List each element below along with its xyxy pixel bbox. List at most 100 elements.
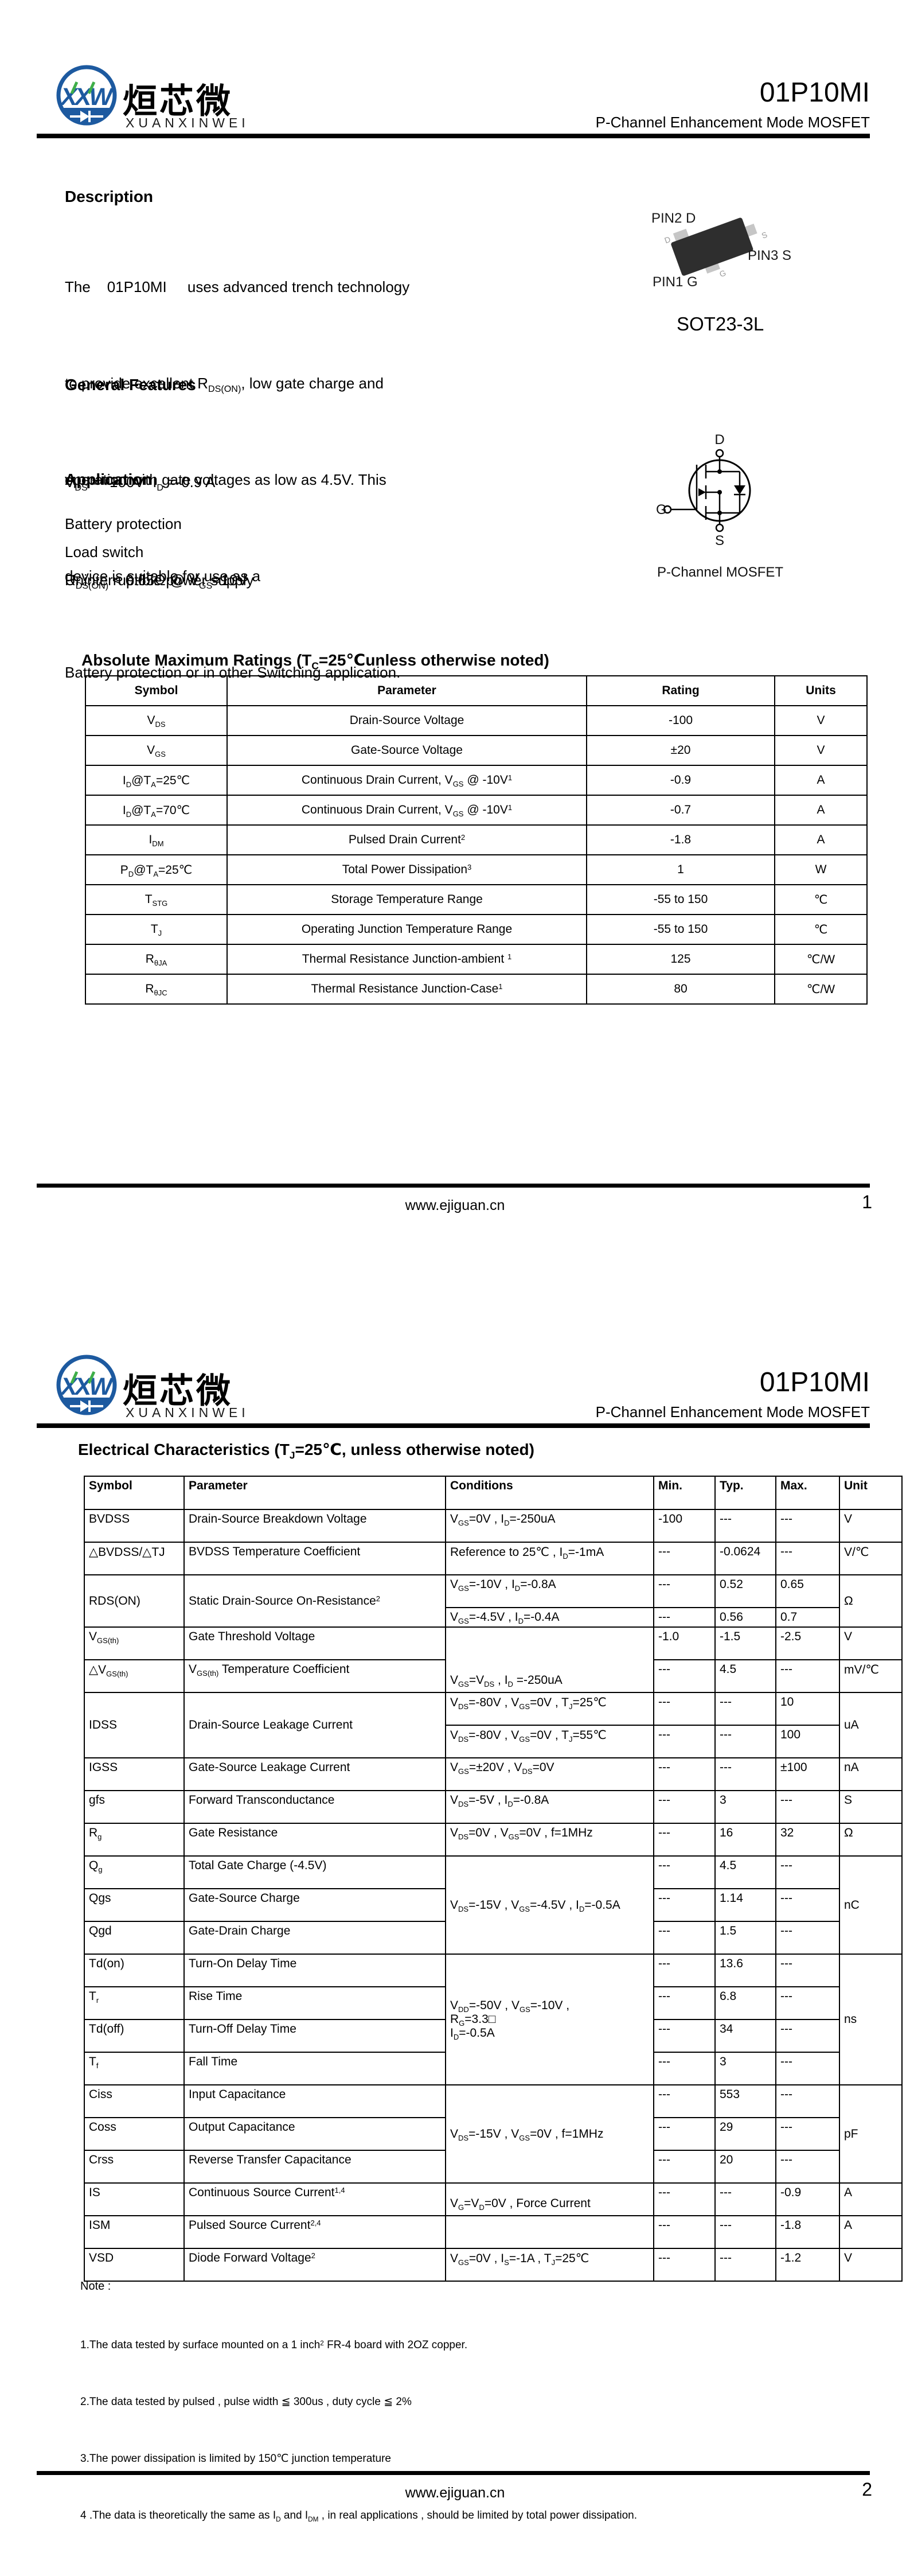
diode-icon bbox=[80, 111, 89, 122]
table-header-row: Symbol Parameter Conditions Min. Typ. Max. Uni… bbox=[84, 1476, 903, 1510]
column-header: Parameter bbox=[183, 1476, 446, 1510]
table-row: RθJA Thermal Resistance Junction-ambient … bbox=[85, 944, 868, 975]
table-cell: pF bbox=[839, 2084, 903, 2184]
table-row: TJ Operating Junction Temperature Range -5… bbox=[85, 914, 868, 945]
table-cell: 13.6 bbox=[714, 1954, 776, 1987]
column-header: Symbol bbox=[84, 1476, 185, 1510]
table-cell: --- bbox=[653, 1725, 716, 1758]
table-cell: 80 bbox=[586, 974, 775, 1005]
pin-s-letter: S bbox=[760, 230, 768, 240]
table-cell: Continuous Drain Current, VGS @ -10V1 bbox=[226, 795, 587, 826]
table-cell: --- bbox=[775, 1986, 840, 2020]
mosfet-symbol-icon: D G S bbox=[656, 432, 751, 548]
table-cell: TSTG bbox=[85, 884, 228, 915]
table-cell: --- bbox=[714, 1692, 776, 1726]
table-cell: A bbox=[774, 765, 868, 796]
column-header: Min. bbox=[653, 1476, 716, 1510]
table-cell: 3 bbox=[714, 1790, 776, 1824]
table-cell: Thermal Resistance Junction-Case1 bbox=[226, 974, 587, 1005]
table-cell: Reverse Transfer Capacitance bbox=[183, 2150, 446, 2184]
note-item: 4 .The data is theoretically the same as… bbox=[80, 2509, 638, 2523]
table-cell: --- bbox=[775, 1954, 840, 1987]
table-cell: ns bbox=[839, 1954, 903, 2085]
table-cell: A bbox=[774, 824, 868, 855]
footer-rule bbox=[37, 2471, 870, 2475]
table-cell: Qg bbox=[84, 1855, 185, 1889]
column-header: Typ. bbox=[714, 1476, 776, 1510]
table-cell: -0.9 bbox=[775, 2182, 840, 2216]
table-cell: -2.5 bbox=[775, 1626, 840, 1660]
table-cell: 0.7 bbox=[775, 1607, 840, 1628]
footer-url: www.ejiguan.cn bbox=[405, 1197, 505, 1213]
table-row: BVDSS Drain-Source Breakdown Voltage VGS=0… bbox=[84, 1509, 903, 1543]
table-row: TSTG Storage Temperature Range -55 to 150 ℃ bbox=[85, 884, 868, 915]
table-cell: 553 bbox=[714, 2084, 776, 2118]
table-cell: Drain-Source Voltage bbox=[226, 705, 587, 736]
table-cell: 20 bbox=[714, 2150, 776, 2184]
table-cell: 4.5 bbox=[714, 1855, 776, 1889]
table-row: gfs Forward Transconductance VDS=-5V , ID=… bbox=[84, 1790, 903, 1824]
table-cell: Storage Temperature Range bbox=[226, 884, 587, 915]
page1-footer: www.ejiguan.cn 1 bbox=[0, 1184, 910, 1235]
table-cell: -55 to 150 bbox=[586, 884, 775, 915]
logo-acronym: XXW bbox=[60, 1373, 114, 1400]
pin-g-letter: G bbox=[718, 268, 727, 279]
table-cell: VSD bbox=[84, 2248, 185, 2282]
table-cell: 10 bbox=[775, 1692, 840, 1726]
table-cell: --- bbox=[714, 2248, 776, 2282]
table-row: Qg Total Gate Charge (-4.5V) VDS=-15V , VG… bbox=[84, 1855, 903, 1955]
table-cell: A bbox=[839, 2215, 903, 2249]
header-rule bbox=[37, 1423, 870, 1428]
page2-header: XXW 烜芯微 XUANXINWEI 01P10MI P-Channel Enh… bbox=[0, 1290, 910, 1433]
table-cell: ±20 bbox=[586, 735, 775, 766]
column-header: Units bbox=[774, 675, 868, 706]
table-cell: VDD=-50V , VGS=-10V , RG=3.3□ ID=-0.5A bbox=[445, 1954, 654, 2085]
table-cell: --- bbox=[653, 2150, 716, 2184]
description-line: to provide excellent RDS(ON), low gate c… bbox=[65, 375, 384, 395]
table-cell: V bbox=[774, 705, 868, 736]
table-cell: --- bbox=[775, 2052, 840, 2085]
table-cell: --- bbox=[653, 1823, 716, 1857]
table-cell: --- bbox=[653, 1757, 716, 1791]
logo-acronym: XXW bbox=[60, 83, 114, 111]
description-line: The 01P10MI uses advanced trench technol… bbox=[65, 278, 410, 295]
table-cell: nC bbox=[839, 1855, 903, 1955]
table-cell: -1.0 bbox=[653, 1626, 716, 1660]
table-cell: Pulsed Source Current2,4 bbox=[183, 2215, 446, 2249]
table-cell: gfs bbox=[84, 1790, 185, 1824]
description-paragraph: The 01P10MI uses advanced trench technol… bbox=[65, 207, 409, 753]
table-cell: uA bbox=[839, 1692, 903, 1758]
table-cell: Ciss bbox=[84, 2084, 185, 2118]
table-row: Crss Reverse Transfer Capacitance --- 20 --- bbox=[84, 2150, 902, 2184]
table-cell: -100 bbox=[586, 705, 775, 736]
table-cell: VDS=-15V , VGS=-4.5V , ID=-0.5A bbox=[445, 1855, 654, 1955]
brand-chinese-name: 烜芯微 bbox=[123, 1371, 233, 1411]
table-cell: RθJC bbox=[85, 974, 228, 1005]
table-cell: --- bbox=[714, 2215, 776, 2249]
table-cell: --- bbox=[653, 2215, 716, 2249]
note-item: 1.The data tested by surface mounted on … bbox=[80, 2339, 468, 2351]
table-cell: --- bbox=[775, 1542, 840, 1575]
table-cell: Tf bbox=[84, 2052, 185, 2085]
table-cell: VGS=-10V , ID=-0.8A bbox=[445, 1574, 654, 1608]
table-row: ID@TA=25℃ Continuous Drain Current, VGS @… bbox=[85, 765, 868, 796]
table-row: RDS(ON) Static Drain-Source On-Resistance… bbox=[84, 1574, 903, 1628]
page-number: 1 bbox=[862, 1192, 872, 1212]
table-cell: ID@TA=70℃ bbox=[85, 795, 228, 826]
application-list: Battery protection Load switch Uninterru… bbox=[65, 510, 254, 594]
table-cell: ISM bbox=[84, 2215, 185, 2249]
description-line: device is suitable for use as a bbox=[65, 567, 261, 585]
table-cell: Turn-Off Delay Time bbox=[183, 2019, 446, 2053]
package-name: SOT23-3L bbox=[677, 313, 764, 334]
table-cell: -55 to 150 bbox=[586, 914, 775, 945]
table-cell: --- bbox=[775, 1855, 840, 1889]
table-cell: Td(off) bbox=[84, 2019, 185, 2053]
logo-green-accent-icon bbox=[70, 81, 79, 95]
table-cell: -0.0624 bbox=[714, 1542, 776, 1575]
table-row: Rg Gate Resistance VDS=0V , VGS=0V , f=1MH… bbox=[84, 1823, 903, 1857]
table-cell: Ω bbox=[839, 1823, 903, 1857]
table-cell: V bbox=[774, 735, 868, 766]
table-cell: Drain-Source Breakdown Voltage bbox=[183, 1509, 446, 1543]
table-cell: Tr bbox=[84, 1986, 185, 2020]
